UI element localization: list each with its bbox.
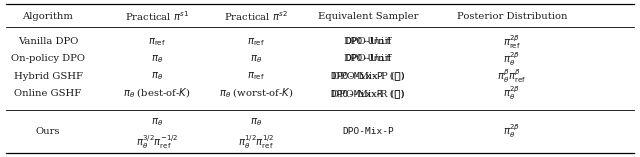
- Text: $\pi_{\theta}$: $\pi_{\theta}$: [150, 70, 163, 82]
- Text: DPO-Mix-P (②): DPO-Mix-P (②): [331, 72, 405, 81]
- Text: On-policy DPO: On-policy DPO: [11, 54, 85, 63]
- Text: Online GSHF: Online GSHF: [14, 89, 82, 98]
- Text: Practical $\pi^{s2}$: Practical $\pi^{s2}$: [224, 10, 288, 23]
- Text: DPO-Unif: DPO-Unif: [345, 54, 391, 63]
- Text: Hybrid GSHF: Hybrid GSHF: [13, 72, 83, 81]
- Text: $\pi_{\mathrm{ref}}$: $\pi_{\mathrm{ref}}$: [148, 36, 166, 48]
- Text: $\pi_{\theta}$ (worst-of-$K$): $\pi_{\theta}$ (worst-of-$K$): [219, 87, 293, 100]
- Text: DPO-Unif: DPO-Unif: [345, 37, 391, 46]
- Text: $\pi_{\theta}^{2\beta}$: $\pi_{\theta}^{2\beta}$: [504, 50, 520, 68]
- Text: DPO-Mix-P: DPO-Mix-P: [342, 127, 394, 136]
- Text: Algorithm: Algorithm: [22, 12, 74, 21]
- Text: $\pi_{\mathrm{ref}}$: $\pi_{\mathrm{ref}}$: [247, 70, 265, 82]
- Text: $\pi_{\theta}$: $\pi_{\theta}$: [250, 53, 262, 65]
- Text: $\pi_{\theta}^{2\beta}$: $\pi_{\theta}^{2\beta}$: [504, 84, 520, 102]
- Text: $\pi_{\theta}$: $\pi_{\theta}$: [150, 116, 163, 128]
- Text: Equivalent Sampler: Equivalent Sampler: [317, 12, 419, 21]
- Text: DPO-Mix-P (②): DPO-Mix-P (②): [332, 72, 404, 81]
- Text: $\pi_{\theta}$: $\pi_{\theta}$: [250, 116, 262, 128]
- Text: $\pi_{\theta}$ (best-of-$K$): $\pi_{\theta}$ (best-of-$K$): [123, 87, 191, 100]
- Text: Vanilla DPO: Vanilla DPO: [18, 37, 78, 46]
- Text: Posterior Distribution: Posterior Distribution: [457, 12, 567, 21]
- Text: DPO-Mix-R (②): DPO-Mix-R (②): [331, 89, 405, 98]
- Text: $\pi_{\theta}^{1/2}\pi_{\mathrm{ref}}^{1/2}$: $\pi_{\theta}^{1/2}\pi_{\mathrm{ref}}^{1…: [237, 133, 275, 151]
- Text: $\pi_{\theta}^{3/2}\pi_{\mathrm{ref}}^{-1/2}$: $\pi_{\theta}^{3/2}\pi_{\mathrm{ref}}^{-…: [136, 133, 178, 151]
- Text: DPO-Mix-R (②): DPO-Mix-R (②): [332, 89, 404, 98]
- Text: DPO-Unif: DPO-Unif: [344, 54, 392, 63]
- Text: $\pi_{\mathrm{ref}}^{2\beta}$: $\pi_{\mathrm{ref}}^{2\beta}$: [503, 33, 521, 51]
- Text: $\pi_{\mathrm{ref}}$: $\pi_{\mathrm{ref}}$: [247, 36, 265, 48]
- Text: Practical $\pi^{s1}$: Practical $\pi^{s1}$: [125, 10, 189, 23]
- Text: $\pi_{\theta}$: $\pi_{\theta}$: [150, 53, 163, 65]
- Text: $\pi_{\theta}^{\beta}\pi_{\mathrm{ref}}^{\beta}$: $\pi_{\theta}^{\beta}\pi_{\mathrm{ref}}^…: [497, 67, 527, 85]
- Text: $\pi_{\theta}^{2\beta}$: $\pi_{\theta}^{2\beta}$: [504, 122, 520, 140]
- Text: Ours: Ours: [36, 127, 60, 136]
- Text: DPO-Unif: DPO-Unif: [344, 37, 392, 46]
